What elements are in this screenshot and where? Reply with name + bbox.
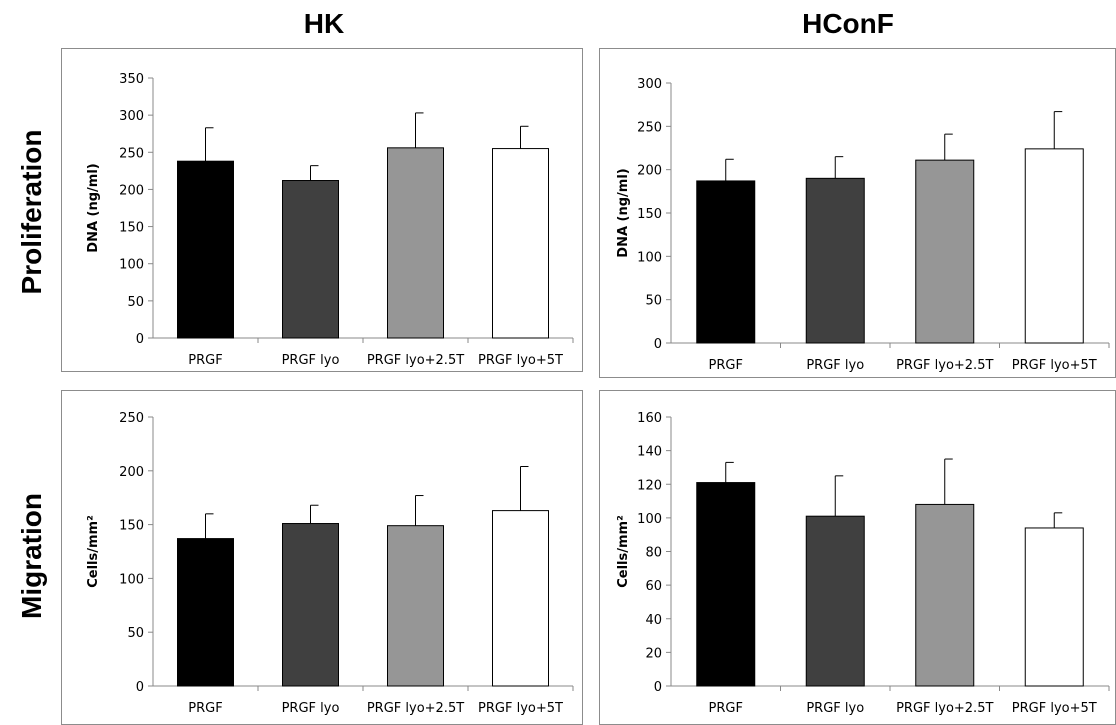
- y-tick-label: 60: [645, 579, 662, 594]
- y-tick-label: 100: [119, 258, 144, 273]
- y-tick-label: 100: [637, 250, 662, 265]
- row-title-migration: Migration: [16, 493, 47, 619]
- panel-frame: [61, 48, 583, 372]
- y-tick-label: 20: [645, 646, 662, 661]
- x-tick-label: PRGF lyo+5T: [478, 701, 563, 716]
- y-tick-label: 100: [637, 512, 662, 527]
- y-tick-label: 100: [119, 572, 144, 587]
- y-tick-label: 120: [637, 478, 662, 493]
- y-tick-label: 0: [654, 680, 662, 695]
- chart-hk-migration: 0 50 100 150 200 250 Cells/mm² PRGF PRGF lyo PRGF…: [61, 390, 583, 725]
- y-tick-label: 200: [119, 465, 144, 480]
- y-tick-label: 150: [119, 519, 144, 534]
- y-tick-label: 140: [637, 445, 662, 460]
- y-tick-label: 350: [119, 72, 144, 87]
- y-tick-label: 40: [645, 613, 662, 628]
- bar: [1024, 527, 1084, 687]
- y-tick-label: 0: [136, 332, 144, 347]
- bar: [387, 147, 444, 339]
- y-tick-label: 200: [119, 183, 144, 198]
- x-tick-label: PRGF lyo+2.5T: [896, 701, 993, 716]
- y-tick-label: 80: [645, 546, 662, 561]
- x-tick-label: PRGF lyo+5T: [478, 353, 563, 368]
- y-tick-label: 300: [637, 77, 662, 92]
- bar: [1024, 148, 1084, 344]
- x-tick-label: PRGF: [709, 701, 743, 716]
- bar: [915, 159, 975, 344]
- x-tick-label: PRGF lyo+5T: [1012, 701, 1097, 716]
- bar: [805, 515, 865, 687]
- y-tick-label: 0: [654, 337, 662, 352]
- x-tick-label: PRGF lyo: [806, 701, 864, 716]
- row-title-proliferation: Proliferation: [16, 129, 47, 295]
- y-tick-label: 300: [119, 109, 144, 124]
- y-tick-label: 0: [136, 680, 144, 695]
- bar: [387, 525, 444, 687]
- y-tick-label: 150: [637, 207, 662, 222]
- chart-hk-proliferation: 0 50 100 150 200 250 300 350 DNA (ng/ml) PRGF PRGF…: [61, 48, 583, 372]
- chart-hconf-migration: 0 20 40 60 80 100 120 140 160 Cells/mm² PRGF PRGF l…: [599, 390, 1116, 725]
- bar: [492, 510, 549, 687]
- column-title-hconf: HConF: [802, 8, 894, 39]
- y-axis-label: Cells/mm²: [86, 515, 101, 588]
- bar: [915, 503, 975, 687]
- y-axis-label: Cells/mm²: [616, 515, 631, 588]
- x-tick-label: PRGF lyo+2.5T: [896, 358, 993, 373]
- x-tick-label: PRGF lyo: [282, 353, 340, 368]
- x-tick-label: PRGF: [709, 358, 743, 373]
- y-tick-label: 50: [645, 294, 662, 309]
- chart-hconf-proliferation: 0 50 100 150 200 250 300 DNA (ng/ml) PRGF PRGF ly…: [599, 48, 1116, 378]
- bar: [696, 180, 756, 344]
- y-axis-label: DNA (ng/ml): [86, 163, 101, 252]
- bar: [492, 148, 549, 339]
- y-tick-label: 50: [127, 626, 144, 641]
- column-title-hk: HK: [303, 8, 345, 39]
- x-tick-label: PRGF lyo+2.5T: [367, 701, 464, 716]
- x-tick-label: PRGF lyo: [282, 701, 340, 716]
- y-tick-label: 250: [119, 146, 144, 161]
- y-tick-label: 250: [119, 411, 144, 426]
- x-tick-label: PRGF lyo: [806, 358, 864, 373]
- y-tick-label: 160: [637, 411, 662, 426]
- y-tick-label: 50: [127, 295, 144, 310]
- bar: [177, 160, 234, 339]
- bar: [282, 523, 339, 687]
- bar: [805, 177, 865, 344]
- y-axis-label: DNA (ng/ml): [616, 168, 631, 257]
- x-tick-label: PRGF: [188, 353, 222, 368]
- y-tick-label: 150: [119, 221, 144, 236]
- bar: [696, 482, 756, 687]
- x-tick-label: PRGF: [188, 701, 222, 716]
- y-tick-label: 250: [637, 120, 662, 135]
- bar: [282, 180, 339, 339]
- x-tick-label: PRGF lyo+2.5T: [367, 353, 464, 368]
- bar: [177, 538, 234, 687]
- x-tick-label: PRGF lyo+5T: [1012, 358, 1097, 373]
- y-tick-label: 200: [637, 164, 662, 179]
